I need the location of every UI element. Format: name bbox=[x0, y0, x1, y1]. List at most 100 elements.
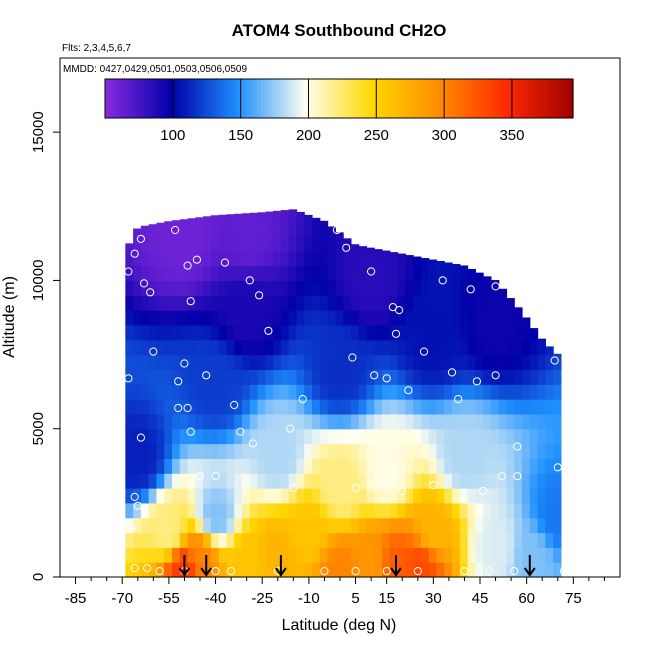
colorbar-segment bbox=[105, 79, 110, 118]
heatmap-cell bbox=[312, 562, 321, 578]
heatmap-cell bbox=[483, 562, 492, 578]
sample-point bbox=[174, 403, 183, 413]
heatmap-cell bbox=[249, 488, 259, 504]
heatmap-cell bbox=[203, 502, 212, 519]
heatmap-cell bbox=[133, 265, 142, 282]
colorbar-segment bbox=[561, 79, 566, 118]
heatmap-cell bbox=[125, 295, 134, 311]
colorbar-segment bbox=[452, 79, 457, 118]
heatmap-cell bbox=[358, 458, 368, 474]
sample-point bbox=[192, 255, 201, 264]
heatmap-cell bbox=[514, 324, 523, 341]
heatmap-cell bbox=[382, 517, 391, 534]
heatmap-cell bbox=[296, 428, 305, 445]
heatmap-cell bbox=[179, 219, 189, 222]
heatmap-cell bbox=[273, 532, 282, 548]
heatmap-cell bbox=[467, 354, 476, 370]
sample-point bbox=[289, 483, 298, 493]
heatmap-cell bbox=[498, 384, 508, 400]
heatmap-cell bbox=[133, 339, 142, 356]
heatmap-cell bbox=[537, 413, 546, 430]
heatmap-cell bbox=[553, 488, 562, 504]
heatmap-cell bbox=[350, 532, 360, 548]
heatmap-cell bbox=[210, 399, 220, 415]
heatmap-cell bbox=[335, 458, 344, 474]
heatmap-cell bbox=[203, 324, 212, 341]
heatmap-cell bbox=[234, 488, 243, 504]
heatmap-cell bbox=[382, 369, 391, 385]
sample-point bbox=[367, 267, 376, 276]
heatmap-cell bbox=[397, 502, 406, 519]
heatmap-cell bbox=[420, 547, 430, 563]
heatmap-cell bbox=[210, 324, 220, 341]
heatmap-cell bbox=[242, 324, 251, 341]
heatmap-cell bbox=[133, 488, 142, 504]
colorbar-segment bbox=[167, 79, 172, 118]
heatmap-cell bbox=[242, 280, 251, 296]
heatmap-cell bbox=[187, 562, 196, 578]
heatmap-cell bbox=[273, 473, 282, 489]
heatmap-cell bbox=[335, 232, 344, 237]
sample-point bbox=[130, 564, 139, 573]
colorbar-segment bbox=[491, 79, 496, 118]
heatmap-cell bbox=[140, 265, 150, 282]
heatmap-cell bbox=[257, 413, 266, 430]
heatmap-cell bbox=[350, 265, 360, 282]
heatmap-cell bbox=[397, 473, 406, 489]
colorbar-segment bbox=[202, 79, 207, 118]
heatmap-cell bbox=[226, 473, 235, 489]
sample-point bbox=[230, 400, 239, 410]
x-tick-label: 30 bbox=[425, 590, 442, 607]
heatmap-cell bbox=[389, 532, 399, 548]
heatmap-cell bbox=[537, 547, 546, 563]
heatmap-cell bbox=[389, 265, 399, 282]
heatmap-cell bbox=[335, 295, 344, 311]
heatmap-cell bbox=[179, 354, 189, 370]
heatmap-cell bbox=[234, 213, 243, 222]
heatmap-cell bbox=[226, 250, 235, 267]
heatmap-cell bbox=[218, 517, 228, 534]
colorbar-segment bbox=[331, 79, 336, 118]
heatmap-cell bbox=[249, 221, 259, 237]
heatmap-cell bbox=[242, 265, 251, 282]
heatmap-cell bbox=[249, 473, 259, 489]
heatmap-cell bbox=[304, 265, 313, 282]
heatmap-cell bbox=[179, 413, 189, 430]
heatmap-cell bbox=[459, 399, 469, 415]
heatmap-cell bbox=[257, 339, 266, 356]
profile-markers bbox=[178, 555, 536, 577]
heatmap-cell bbox=[265, 517, 274, 534]
heatmap-cell bbox=[140, 225, 150, 237]
heatmap-cell bbox=[522, 369, 531, 385]
heatmap-cell bbox=[257, 384, 266, 400]
heatmap-cell bbox=[382, 532, 391, 548]
heatmap-cell bbox=[522, 488, 531, 504]
heatmap-cell bbox=[296, 384, 305, 400]
heatmap-cell bbox=[452, 263, 461, 267]
heatmap-cell bbox=[327, 265, 336, 282]
heatmap-cell bbox=[366, 532, 375, 548]
heatmap-cell bbox=[405, 280, 414, 296]
colorbar-segment bbox=[144, 79, 149, 118]
heatmap-cell bbox=[280, 502, 290, 519]
profile-marker bbox=[200, 555, 213, 577]
heatmap-cell bbox=[125, 324, 134, 341]
heatmap-cell bbox=[475, 473, 484, 489]
heatmap-cell bbox=[545, 413, 554, 430]
heatmap-cell bbox=[498, 354, 508, 370]
heatmap-cell bbox=[459, 517, 469, 534]
heatmap-cell bbox=[506, 428, 515, 445]
x-tick-label: -70 bbox=[111, 590, 133, 607]
heatmap-cell bbox=[358, 265, 368, 282]
heatmap-cell bbox=[187, 502, 196, 519]
heatmap-cell bbox=[459, 265, 469, 282]
heatmap-cell bbox=[273, 502, 282, 519]
heatmap-cell bbox=[280, 458, 290, 474]
heatmap-cell bbox=[374, 384, 383, 400]
heatmap-cell bbox=[304, 214, 313, 222]
heatmap-cell bbox=[218, 384, 228, 400]
heatmap-cell bbox=[226, 502, 235, 519]
heatmap-cell bbox=[257, 235, 266, 252]
sample-point bbox=[195, 472, 205, 481]
heatmap-cell bbox=[218, 339, 228, 356]
